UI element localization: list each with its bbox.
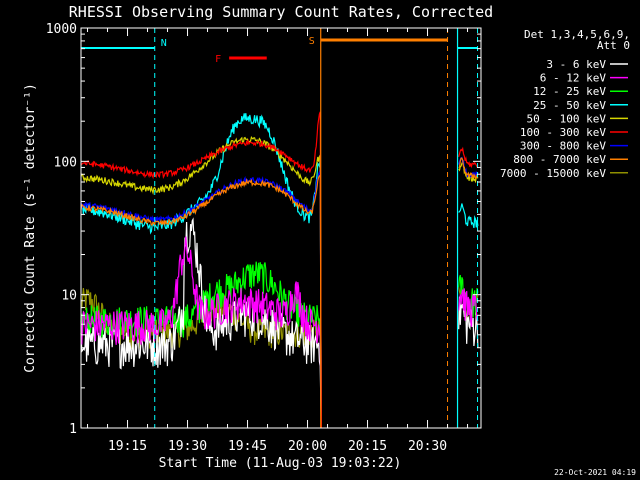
x-tick-label: 20:00: [288, 439, 327, 454]
legend-entry-label: 50 - 100 keV: [527, 112, 607, 125]
legend-entry-label: 12 - 25 keV: [533, 85, 606, 98]
plot-frame: [80, 27, 482, 429]
flare-flag-label: F: [215, 54, 221, 65]
legend-entry-label: 100 - 300 keV: [520, 126, 606, 139]
y-tick-label: 100: [54, 155, 77, 170]
series-line-8: [80, 157, 478, 429]
x-tick-label: 19:15: [108, 439, 147, 454]
legend-entry-label: 300 - 800 keV: [520, 140, 606, 153]
legend-header-line: Att 0: [597, 39, 630, 52]
series-line-6: [80, 111, 479, 429]
night-flag-label: N: [161, 38, 167, 49]
legend-entry-label: 25 - 50 keV: [533, 99, 606, 112]
plot-axes: 1 10 100 1000 19:15 19:30 19:45 20:00 20:15 20:30: [46, 22, 482, 454]
series-line-2: [80, 236, 479, 429]
y-tick-label: 1: [69, 422, 77, 437]
y-tick-label: 1000: [46, 22, 77, 37]
y-axis-label: Corrected Count Rate (s⁻¹ detector⁻¹): [23, 83, 38, 373]
x-axis-label: Start Time (11-Aug-03 19:03:22): [159, 456, 402, 471]
legend-entry-label: 6 - 12 keV: [540, 72, 607, 85]
legend-entry-label: 7000 - 15000 keV: [500, 167, 606, 180]
legend-entry-label: 800 - 7000 keV: [513, 153, 606, 166]
x-tick-label: 19:30: [168, 439, 207, 454]
y-tick-label: 10: [61, 289, 77, 304]
render-timestamp: 22-Oct-2021 04:19: [554, 468, 636, 477]
legend-header-line: Det 1,3,4,5,6,9,: [524, 28, 630, 41]
x-tick-label: 20:15: [348, 439, 387, 454]
data-lines: [80, 111, 479, 429]
legend-entry-label: 3 - 6 keV: [546, 58, 606, 71]
saa-flag-label: S: [309, 36, 315, 47]
x-tick-label: 20:30: [408, 439, 447, 454]
series-line-4: [80, 113, 479, 429]
chart-title: RHESSI Observing Summary Count Rates, Co…: [69, 3, 493, 21]
x-tick-label: 19:45: [228, 439, 267, 454]
state-flags: N S F: [81, 28, 479, 428]
